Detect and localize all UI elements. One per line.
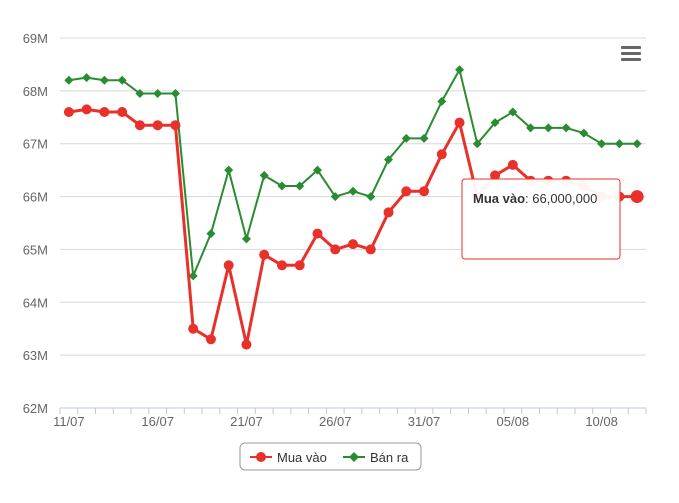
tooltip-separator: : <box>525 191 532 206</box>
data-point-ban-ra[interactable] <box>82 73 92 83</box>
data-point-mua-vao[interactable] <box>188 323 199 334</box>
legend-label-mua-vao: Mua vào <box>277 450 327 465</box>
data-point-mua-vao[interactable] <box>63 107 74 117</box>
data-point-ban-ra[interactable] <box>419 133 429 143</box>
data-point-mua-vao[interactable] <box>454 117 465 128</box>
data-point-ban-ra[interactable] <box>153 89 163 98</box>
data-point-mua-vao[interactable] <box>134 120 145 131</box>
data-point-mua-vao[interactable] <box>259 249 270 260</box>
data-point-ban-ra[interactable] <box>579 128 589 138</box>
data-point-ban-ra[interactable] <box>295 181 305 191</box>
y-tick-label: 67M <box>23 137 48 152</box>
data-point-ban-ra[interactable] <box>437 96 447 106</box>
y-tick-label: 69M <box>23 31 48 46</box>
data-point-mua-vao[interactable] <box>312 228 323 239</box>
tooltip-series-label: Mua vào <box>473 191 525 206</box>
data-point-mua-vao[interactable] <box>436 149 447 160</box>
legend: Mua vào Bán ra <box>239 442 422 471</box>
x-tick-label: 26/07 <box>319 414 352 429</box>
legend-marker-ban-ra <box>349 452 359 462</box>
data-point-mua-vao[interactable] <box>507 159 518 170</box>
data-point-mua-vao[interactable] <box>630 190 644 204</box>
data-point-ban-ra[interactable] <box>508 107 518 117</box>
data-point-ban-ra[interactable] <box>543 123 553 133</box>
data-point-ban-ra[interactable] <box>455 65 465 75</box>
tooltip: Mua vào: 66,000,000 <box>461 178 621 260</box>
data-point-mua-vao[interactable] <box>241 339 252 350</box>
data-point-ban-ra[interactable] <box>490 118 500 128</box>
data-point-mua-vao[interactable] <box>294 260 305 271</box>
data-point-mua-vao[interactable] <box>276 260 287 271</box>
legend-item-mua-vao[interactable]: Mua vào <box>250 450 327 465</box>
data-point-mua-vao[interactable] <box>81 104 92 115</box>
data-point-ban-ra[interactable] <box>259 170 269 180</box>
data-point-mua-vao[interactable] <box>401 186 412 197</box>
data-point-mua-vao[interactable] <box>383 207 394 218</box>
x-tick-label: 16/07 <box>141 414 174 429</box>
data-point-ban-ra[interactable] <box>241 234 251 244</box>
data-point-ban-ra[interactable] <box>277 181 287 191</box>
y-tick-label: 68M <box>23 84 48 99</box>
data-point-ban-ra[interactable] <box>312 165 322 175</box>
hamburger-menu-icon[interactable] <box>620 44 642 62</box>
data-point-mua-vao[interactable] <box>170 120 181 131</box>
data-point-ban-ra[interactable] <box>632 139 642 149</box>
series <box>63 65 644 350</box>
axes: 62M 63M 64M 65M 66M 67M 68M 69M 11/07 16/07 21/07 2… <box>23 31 647 429</box>
data-point-mua-vao[interactable] <box>490 170 501 181</box>
data-point-mua-vao[interactable] <box>419 186 430 197</box>
tooltip-value: 66,000,000 <box>532 191 597 206</box>
y-tick-label: 65M <box>23 242 48 257</box>
data-point-ban-ra[interactable] <box>117 75 127 85</box>
legend-item-ban-ra[interactable]: Bán ra <box>343 450 409 465</box>
data-point-ban-ra[interactable] <box>561 123 571 133</box>
data-point-ban-ra[interactable] <box>401 133 411 143</box>
data-point-ban-ra[interactable] <box>472 139 482 149</box>
x-tick-label: 05/08 <box>497 414 530 429</box>
x-tick-label: 10/08 <box>585 414 618 429</box>
data-point-mua-vao[interactable] <box>205 334 216 345</box>
data-point-ban-ra[interactable] <box>206 229 216 239</box>
y-tick-label: 62M <box>23 401 48 416</box>
tooltip-text: Mua vào: 66,000,000 <box>473 191 597 206</box>
tooltip-box <box>461 178 621 260</box>
data-point-ban-ra[interactable] <box>597 139 607 149</box>
data-point-mua-vao[interactable] <box>223 260 234 271</box>
data-point-mua-vao[interactable] <box>348 239 358 250</box>
data-point-mua-vao[interactable] <box>330 244 341 255</box>
data-point-mua-vao[interactable] <box>117 107 128 117</box>
y-tick-label: 64M <box>23 295 48 310</box>
data-point-ban-ra[interactable] <box>170 89 180 98</box>
data-point-ban-ra[interactable] <box>366 192 376 202</box>
data-point-ban-ra[interactable] <box>224 165 234 175</box>
data-point-ban-ra[interactable] <box>135 89 145 98</box>
data-point-ban-ra[interactable] <box>188 271 198 281</box>
legend-marker-mua-vao <box>256 452 266 462</box>
data-point-mua-vao[interactable] <box>365 244 376 255</box>
data-point-ban-ra[interactable] <box>330 192 340 202</box>
y-tick-label: 66M <box>23 190 48 205</box>
data-point-mua-vao[interactable] <box>99 107 110 117</box>
data-point-ban-ra[interactable] <box>348 186 358 196</box>
x-tick-label: 11/07 <box>53 414 85 429</box>
legend-box <box>239 442 422 471</box>
data-point-ban-ra[interactable] <box>99 75 109 85</box>
y-tick-label: 63M <box>23 348 48 363</box>
data-point-ban-ra[interactable] <box>614 139 624 149</box>
x-tick-label: 21/07 <box>230 414 263 429</box>
data-point-ban-ra[interactable] <box>64 75 74 85</box>
data-point-mua-vao[interactable] <box>152 120 163 131</box>
data-point-ban-ra[interactable] <box>526 123 536 133</box>
x-tick-label: 31/07 <box>408 414 441 429</box>
data-point-ban-ra[interactable] <box>384 155 394 165</box>
legend-label-ban-ra: Bán ra <box>370 450 409 465</box>
